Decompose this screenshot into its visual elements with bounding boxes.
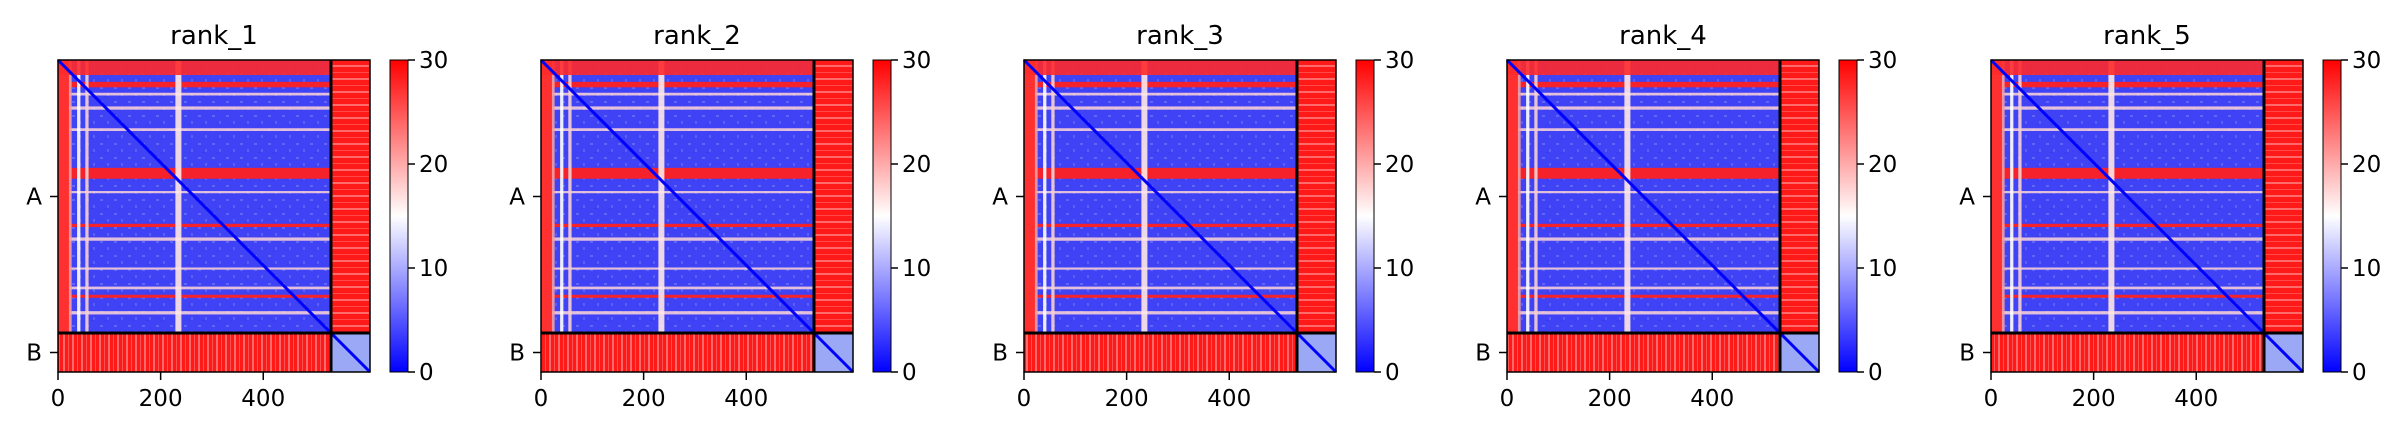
chain-label: A bbox=[26, 185, 42, 211]
colorbar bbox=[1355, 59, 1375, 373]
x-tick-label: 400 bbox=[2174, 386, 2218, 412]
heatmap-block-B-A bbox=[541, 333, 814, 372]
colorbar-tick-label: 20 bbox=[1385, 152, 1414, 178]
panel-title: rank_1 bbox=[170, 21, 258, 51]
x-tick-label: 400 bbox=[724, 386, 768, 412]
heatmap-diagonal bbox=[1989, 58, 2266, 335]
heatmap-diagonal bbox=[1022, 58, 1299, 335]
panel-title: rank_5 bbox=[2103, 21, 2191, 51]
heatmap-block-B-A bbox=[58, 333, 331, 372]
colorbar-tick-label: 30 bbox=[902, 48, 931, 74]
heatmap-frame bbox=[1023, 59, 1337, 373]
chain-label: A bbox=[1475, 185, 1491, 211]
heatmap-block-A-B bbox=[814, 60, 853, 333]
chain-label: A bbox=[1959, 185, 1975, 211]
x-tick-label: 200 bbox=[2072, 386, 2116, 412]
colorbar-tick-label: 10 bbox=[419, 256, 448, 282]
chain-label: B bbox=[992, 341, 1008, 367]
chain-label: B bbox=[509, 341, 525, 367]
x-tick-label: 400 bbox=[1690, 386, 1734, 412]
x-tick-label: 0 bbox=[1500, 386, 1515, 412]
x-tick-label: 400 bbox=[1207, 386, 1251, 412]
colorbar-tick-label: 20 bbox=[902, 152, 931, 178]
x-tick-label: 200 bbox=[1105, 386, 1149, 412]
x-tick-label: 0 bbox=[51, 386, 66, 412]
heatmap-frame bbox=[1990, 59, 2304, 373]
heatmap-block-B-A bbox=[1024, 333, 1297, 372]
heatmap-frame bbox=[57, 59, 371, 373]
heatmap-block-B-A bbox=[1507, 333, 1780, 372]
panel-title: rank_3 bbox=[1136, 21, 1224, 51]
x-tick-label: 400 bbox=[241, 386, 285, 412]
heatmap-diagonal bbox=[1505, 58, 1782, 335]
heatmap-block-A-B bbox=[1780, 60, 1819, 333]
colorbar-tick-label: 10 bbox=[1385, 256, 1414, 282]
colorbar-tick-label: 0 bbox=[2352, 360, 2367, 386]
colorbar bbox=[872, 59, 892, 373]
x-tick-label: 0 bbox=[1984, 386, 1999, 412]
heatmap-block-A-B bbox=[331, 60, 370, 333]
colorbar-tick-label: 30 bbox=[2352, 48, 2381, 74]
colorbar-tick-label: 0 bbox=[419, 360, 434, 386]
chain-label: A bbox=[509, 185, 525, 211]
heatmap-diagonal bbox=[539, 58, 816, 335]
x-tick-label: 200 bbox=[622, 386, 666, 412]
colorbar bbox=[2322, 59, 2342, 373]
colorbar-tick-label: 20 bbox=[2352, 152, 2381, 178]
heatmap-frame bbox=[1506, 59, 1820, 373]
colorbar-tick-label: 0 bbox=[902, 360, 917, 386]
colorbar-tick-label: 10 bbox=[2352, 256, 2381, 282]
chain-label: B bbox=[1959, 341, 1975, 367]
chain-label: A bbox=[992, 185, 1008, 211]
colorbar-tick-label: 0 bbox=[1868, 360, 1883, 386]
x-tick-label: 0 bbox=[534, 386, 549, 412]
heatmap-diagonal bbox=[56, 58, 333, 335]
x-tick-label: 200 bbox=[1588, 386, 1632, 412]
chain-label: B bbox=[1475, 341, 1491, 367]
heatmap-block-B-A bbox=[1991, 333, 2264, 372]
colorbar-tick-label: 10 bbox=[1868, 256, 1897, 282]
colorbar-tick-label: 10 bbox=[902, 256, 931, 282]
colorbar-tick-label: 30 bbox=[1868, 48, 1897, 74]
x-tick-label: 200 bbox=[139, 386, 183, 412]
heatmap-frame bbox=[540, 59, 854, 373]
panel-title: rank_2 bbox=[653, 21, 741, 51]
x-tick-label: 0 bbox=[1017, 386, 1032, 412]
colorbar bbox=[1838, 59, 1858, 373]
colorbar-tick-label: 20 bbox=[419, 152, 448, 178]
colorbar-tick-label: 0 bbox=[1385, 360, 1400, 386]
heatmap-block-A-B bbox=[1297, 60, 1336, 333]
chain-label: B bbox=[26, 341, 42, 367]
colorbar-tick-label: 20 bbox=[1868, 152, 1897, 178]
heatmap-block-A-B bbox=[2264, 60, 2303, 333]
panel-title: rank_4 bbox=[1619, 21, 1707, 51]
colorbar-tick-label: 30 bbox=[419, 48, 448, 74]
colorbar bbox=[389, 59, 409, 373]
colorbar-tick-label: 30 bbox=[1385, 48, 1414, 74]
